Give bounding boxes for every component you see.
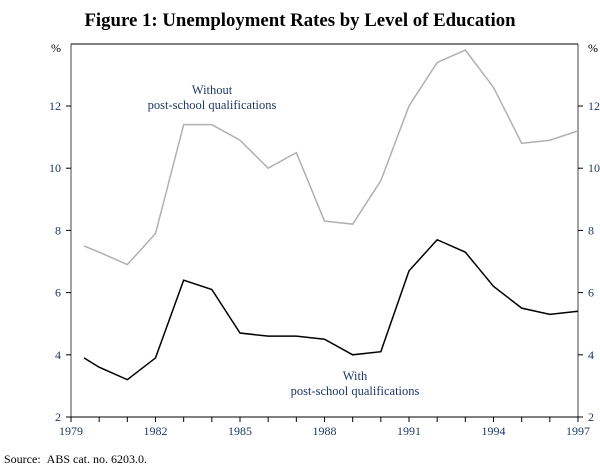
svg-text:10: 10 <box>588 161 600 175</box>
svg-text:1988: 1988 <box>313 424 337 438</box>
svg-text:1997: 1997 <box>566 424 590 438</box>
svg-text:%: % <box>588 41 598 55</box>
svg-text:1979: 1979 <box>59 424 83 438</box>
svg-text:With: With <box>343 369 368 383</box>
svg-text:8: 8 <box>588 223 594 237</box>
svg-text:2: 2 <box>55 410 61 424</box>
svg-text:2: 2 <box>588 410 594 424</box>
svg-text:%: % <box>51 41 61 55</box>
svg-text:1982: 1982 <box>144 424 168 438</box>
svg-text:10: 10 <box>49 161 61 175</box>
svg-text:1985: 1985 <box>228 424 252 438</box>
svg-text:4: 4 <box>588 348 594 362</box>
svg-text:12: 12 <box>49 99 61 113</box>
svg-text:Without: Without <box>192 83 233 97</box>
svg-text:6: 6 <box>588 286 594 300</box>
svg-text:post-school qualifications: post-school qualifications <box>291 384 420 398</box>
svg-text:post-school qualifications: post-school qualifications <box>148 98 277 112</box>
svg-text:1991: 1991 <box>397 424 421 438</box>
svg-text:1994: 1994 <box>482 424 506 438</box>
svg-text:12: 12 <box>588 99 600 113</box>
svg-text:8: 8 <box>55 223 61 237</box>
svg-text:6: 6 <box>55 286 61 300</box>
svg-text:4: 4 <box>55 348 61 362</box>
